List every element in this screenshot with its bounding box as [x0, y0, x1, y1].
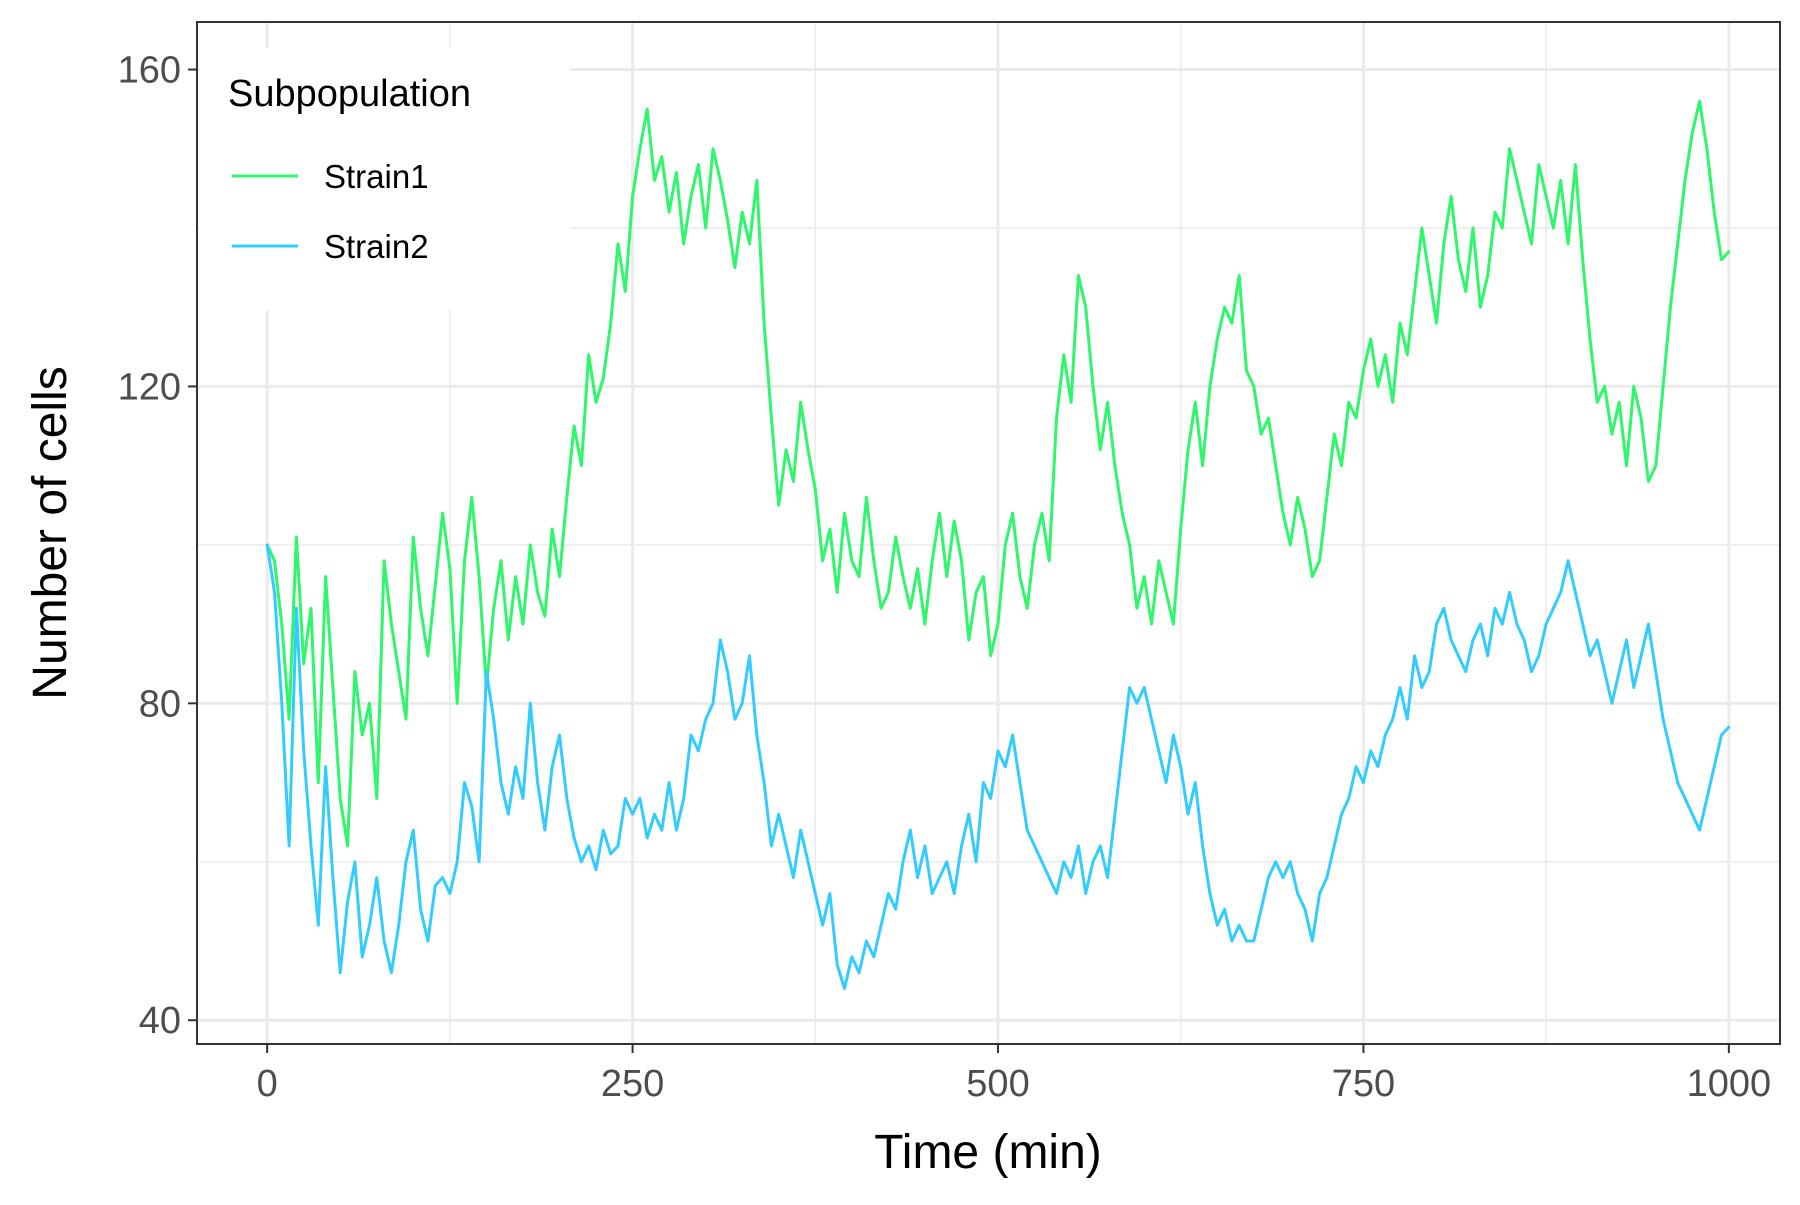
series-line-strain1: [265, 99, 1731, 848]
series-line-strain2: [265, 543, 1731, 990]
legend-background: [200, 48, 570, 310]
x-tick-label: 1000: [1687, 1063, 1772, 1105]
legend-title: Subpopulation: [228, 73, 471, 115]
legend: Subpopulation Strain1 Strain2: [200, 48, 570, 310]
y-tick-label: 160: [118, 50, 181, 92]
x-tick-label: 0: [257, 1063, 278, 1105]
x-tick-label: 500: [966, 1063, 1029, 1105]
x-axis-title: Time (min): [874, 1126, 1102, 1179]
legend-items: Strain1 Strain2: [232, 158, 429, 265]
y-tick-label: 120: [118, 366, 181, 408]
legend-label-strain1: Strain1: [324, 158, 429, 195]
axes: 0 250 500 750 1000 40 80 120 160: [118, 50, 1772, 1105]
y-tick-label: 40: [139, 1000, 181, 1042]
data-series: [265, 99, 1731, 990]
panel-border: [196, 21, 1781, 1045]
y-axis-title: Number of cells: [24, 366, 77, 699]
x-tick-label: 250: [601, 1063, 664, 1105]
x-tick-label: 750: [1332, 1063, 1395, 1105]
y-tick-label: 80: [139, 683, 181, 725]
legend-label-strain2: Strain2: [324, 228, 429, 265]
